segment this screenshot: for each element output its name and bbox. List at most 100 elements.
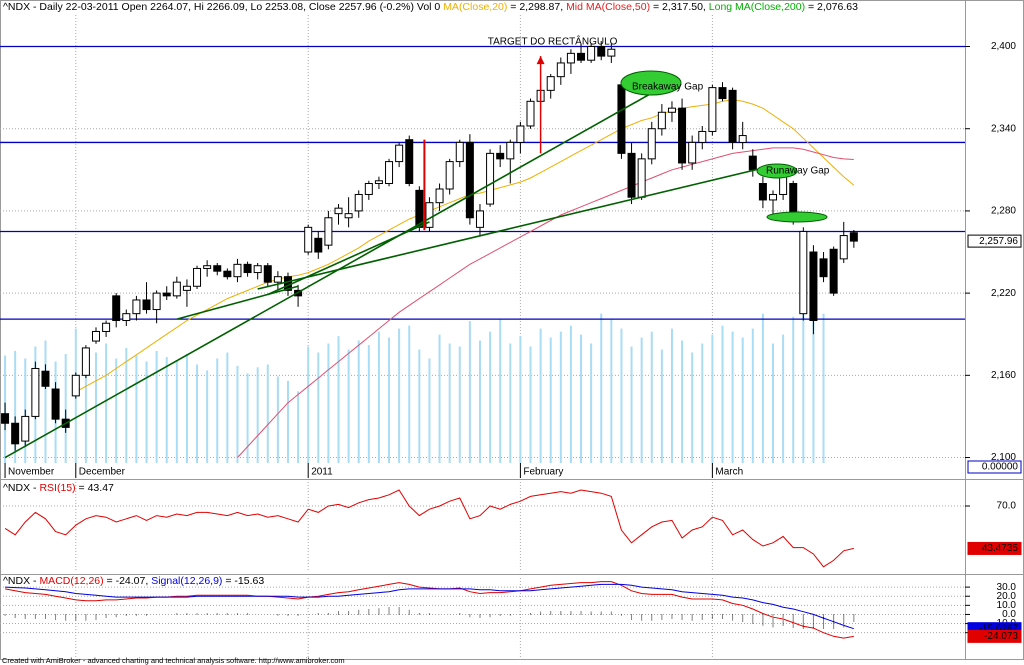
value-box-label: -15.6287 (979, 623, 1019, 634)
y-tick-label: 2,340 (991, 123, 1016, 134)
candle-body (193, 267, 202, 287)
candle-body (304, 226, 313, 253)
header-part: = 43.47 (76, 482, 114, 494)
x-tick-label: 2011 (311, 467, 333, 478)
trend-line (257, 164, 774, 290)
candle-body (445, 161, 454, 190)
candle-body (486, 152, 495, 205)
candle-body (91, 330, 100, 342)
value-box (967, 234, 1022, 248)
candle-body (1, 413, 10, 424)
y-tick-label: 2,100 (991, 452, 1016, 463)
header-part: ^NDX - (3, 575, 39, 587)
annotation: Runaway Gap (766, 166, 830, 177)
y-tick-label: 10.0 (997, 600, 1017, 611)
rsi-line (4, 489, 854, 568)
gap-marker (766, 211, 828, 223)
candle-body (324, 217, 333, 246)
value-box (967, 629, 1022, 643)
header-part: Long MA(Close,200) (709, 1, 805, 13)
candle-body (31, 367, 40, 417)
header-part: Signal(12,26,9) (151, 575, 222, 587)
candle-body (769, 193, 778, 201)
candle-body (112, 295, 121, 322)
candle-body (51, 388, 60, 420)
candle-body (718, 87, 727, 100)
candle-body (71, 374, 80, 397)
candle-body (688, 141, 697, 164)
candle-body (415, 189, 424, 228)
candle-body (637, 158, 646, 198)
x-tick-label: November (8, 467, 55, 478)
value-box-label: 2,257.96 (979, 236, 1018, 247)
candle-body (678, 107, 687, 164)
annotation: TARGET DO RECTÂNGULO (488, 35, 618, 48)
trend-line (4, 92, 653, 459)
candle-body (607, 48, 616, 57)
candle-body (385, 161, 394, 185)
candle-body (647, 128, 656, 160)
value-box (967, 460, 1022, 474)
x-tick-label: December (79, 467, 126, 478)
candle-body (203, 265, 212, 269)
candle-body (314, 237, 323, 253)
candle-body (334, 207, 343, 215)
candle-body (122, 313, 131, 322)
header-part: MA(Close,20) (443, 1, 507, 13)
moving-average (75, 99, 855, 393)
candle-body (546, 76, 555, 91)
y-tick-label: 20.0 (997, 591, 1017, 602)
candle-body (142, 299, 151, 311)
value-box-label: 0.00000 (982, 462, 1019, 473)
panel-header: ^NDX - MACD(12,26) = -24.07, Signal(12,2… (3, 575, 264, 587)
candle-body (577, 52, 586, 61)
candle-body (526, 100, 535, 127)
y-tick-label: 2,280 (991, 206, 1016, 217)
trend-line (267, 221, 430, 296)
candle-body (516, 125, 525, 143)
candle-body (395, 144, 404, 163)
footer: Created with AmiBroker - advanced charti… (2, 656, 345, 665)
candle-body (162, 292, 171, 297)
gap-marker (620, 70, 682, 96)
candle-body (344, 213, 353, 219)
candle-body (405, 139, 414, 185)
candle-body (425, 202, 434, 228)
candle-body (233, 263, 242, 278)
y-tick-label: 2,220 (991, 288, 1016, 299)
candle-body (758, 183, 767, 201)
candle-body (172, 281, 181, 297)
header-part: Mid MA(Close,50) (566, 1, 650, 13)
candle-body (597, 46, 606, 57)
candle-body (182, 285, 191, 291)
header-part: = 2,076.63 (805, 1, 858, 13)
candle-body (263, 265, 272, 283)
candle-body (253, 265, 262, 274)
candle-body (809, 251, 818, 322)
candle-body (496, 152, 505, 160)
panel-header: ^NDX - Daily 22-03-2011 Open 2264.07, Hi… (3, 1, 858, 13)
header-part: RSI(15) (39, 482, 75, 494)
y-tick-label: 30.0 (997, 582, 1017, 593)
candle-body (738, 135, 747, 143)
header-part: = 2,317.50, (650, 1, 709, 13)
candle-body (102, 322, 111, 332)
arrow-head (536, 56, 545, 65)
x-tick-label: February (523, 467, 563, 478)
candle-body (11, 422, 20, 445)
macd-line (5, 581, 854, 639)
header-part: MACD(12,26) (39, 575, 103, 587)
value-box-label: -24.073 (984, 631, 1018, 642)
header-part: = 2,298.87, (507, 1, 566, 13)
candle-body (81, 347, 90, 376)
y-tick-label: 0.0 (1002, 609, 1016, 620)
candle-body (799, 230, 808, 315)
moving-average (237, 147, 854, 458)
candle-body (455, 141, 464, 163)
candle-body (435, 188, 444, 204)
candle-body (41, 370, 50, 387)
candle-body (223, 270, 232, 278)
candle-body (556, 62, 565, 78)
candle-body (657, 111, 666, 130)
